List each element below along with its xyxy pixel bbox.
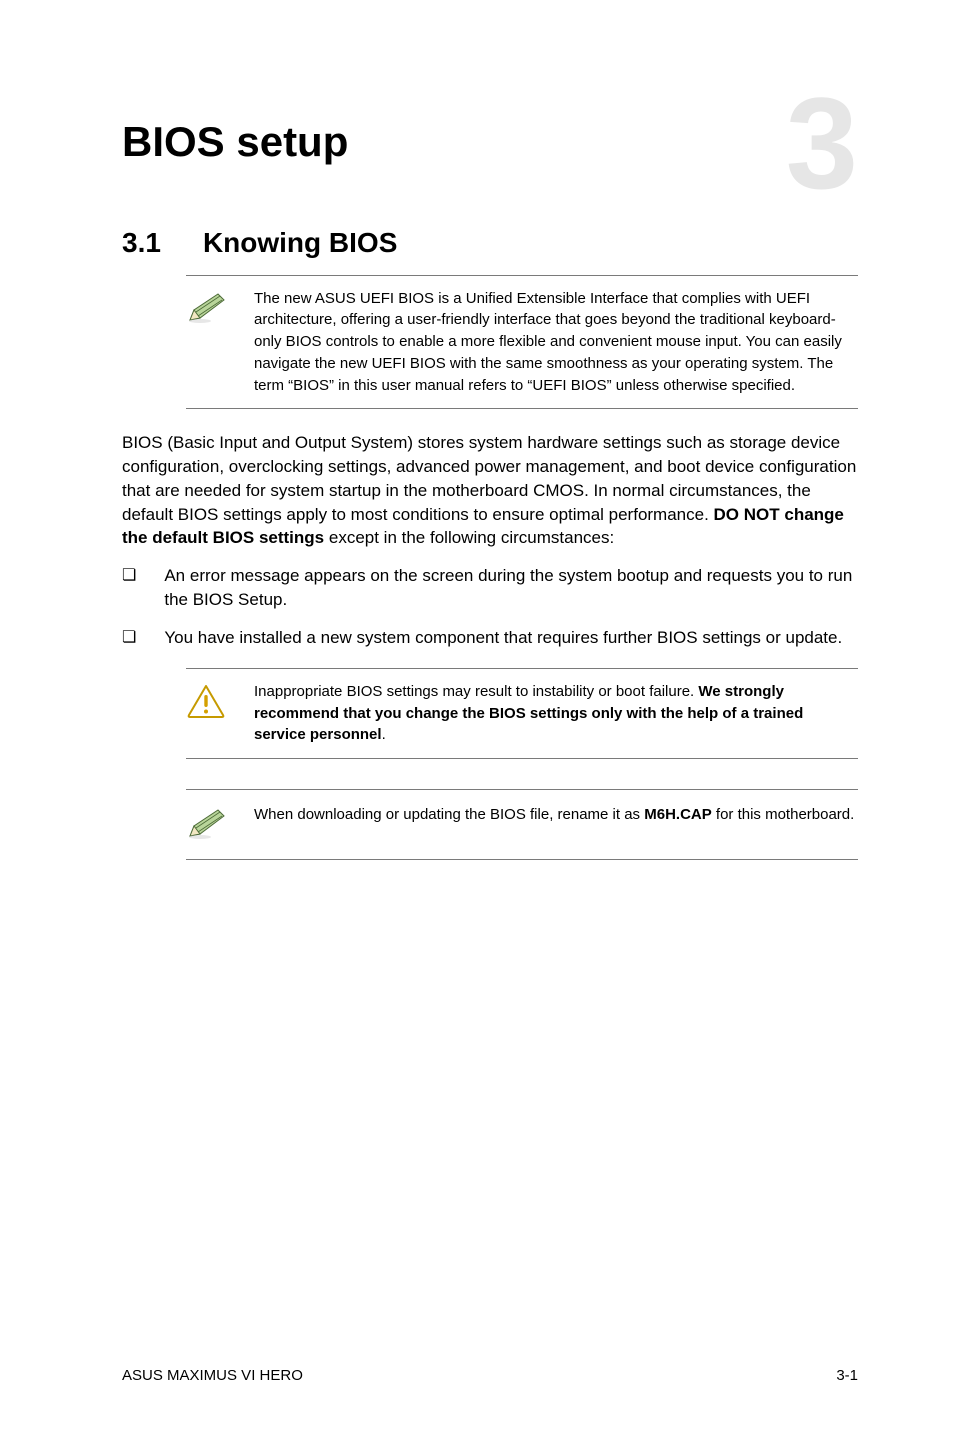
note-block-2: When downloading or updating the BIOS fi… (186, 789, 858, 860)
chapter-title: BIOS setup (122, 118, 348, 166)
note2-bold: M6H.CAP (644, 806, 712, 823)
caution-pre: Inappropriate BIOS settings may result t… (254, 683, 698, 700)
caution-text: Inappropriate BIOS settings may result t… (254, 681, 858, 746)
bullet-1-text: An error message appears on the screen d… (164, 564, 858, 612)
section-heading: 3.1 Knowing BIOS (122, 227, 858, 259)
pencil-icon (186, 804, 230, 845)
bullet-marker: ❏ (122, 626, 136, 650)
page-footer: ASUS MAXIMUS VI HERO 3-1 (122, 1367, 858, 1384)
footer-left: ASUS MAXIMUS VI HERO (122, 1367, 303, 1384)
note-2-text: When downloading or updating the BIOS fi… (254, 804, 854, 845)
list-item: ❏ You have installed a new system compon… (122, 626, 858, 650)
pencil-icon (186, 288, 230, 397)
bullet-2-text: You have installed a new system componen… (164, 626, 842, 650)
bullet-marker: ❏ (122, 564, 136, 612)
note-1-text: The new ASUS UEFI BIOS is a Unified Exte… (254, 288, 858, 397)
note2-post: for this motherboard. (712, 806, 855, 823)
caution-triangle-icon (186, 681, 230, 746)
list-item: ❏ An error message appears on the screen… (122, 564, 858, 612)
footer-right: 3-1 (836, 1367, 858, 1384)
chapter-number-large: 3 (786, 88, 858, 199)
caution-block: Inappropriate BIOS settings may result t… (186, 668, 858, 759)
note-block-1: The new ASUS UEFI BIOS is a Unified Exte… (186, 275, 858, 410)
chapter-header-row: BIOS setup 3 (122, 118, 858, 199)
section-number: 3.1 (122, 227, 161, 259)
body-paragraph-1: BIOS (Basic Input and Output System) sto… (122, 431, 858, 550)
note2-pre: When downloading or updating the BIOS fi… (254, 806, 644, 823)
page: BIOS setup 3 3.1 Knowing BIOS The new AS… (0, 0, 954, 1438)
bullet-list: ❏ An error message appears on the screen… (122, 564, 858, 650)
section-title: Knowing BIOS (203, 227, 397, 259)
caution-post: . (382, 726, 386, 743)
body-p1-post: except in the following circumstances: (324, 528, 614, 547)
